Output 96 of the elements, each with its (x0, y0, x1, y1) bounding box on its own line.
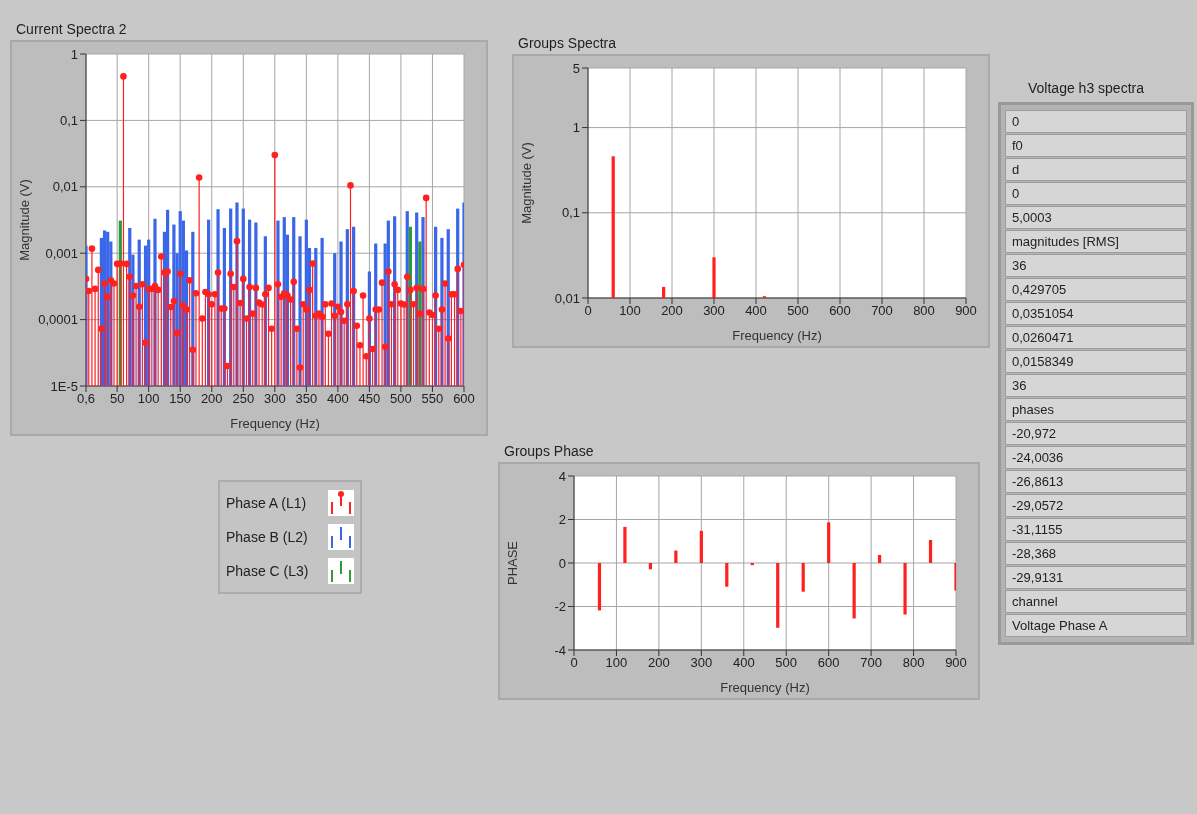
x-tick-label: 500 (390, 391, 412, 407)
x-tick-label: 800 (902, 655, 925, 671)
text: 0 (1005, 182, 1187, 205)
x-axis-title: Frequency (Hz) (732, 328, 822, 343)
x-tick-label: 250 (232, 391, 255, 407)
x-tick-label: 300 (690, 655, 713, 671)
y-tick-label: 0,1 (59, 113, 78, 129)
bar (648, 563, 652, 570)
x-tick-label: 450 (358, 391, 381, 407)
bar (725, 563, 729, 587)
text: d (1005, 158, 1187, 181)
x-tick-label: 700 (860, 655, 882, 671)
x-tick-label: 350 (295, 391, 318, 407)
x-tick-label: 200 (200, 391, 223, 407)
x-tick-label: 900 (955, 303, 977, 319)
x-tick-label: 500 (787, 303, 809, 319)
legend-label: Phase A (L1) (226, 495, 308, 511)
x-tick-label: 150 (169, 391, 192, 407)
x-tick-label: 50 (109, 391, 125, 407)
text: 36 (1005, 254, 1187, 277)
bar (623, 526, 627, 563)
y-tick-label: 5 (572, 60, 580, 76)
text: -20,972 (1005, 422, 1187, 445)
text: 36 (1005, 374, 1187, 397)
y-tick-label: 0,01 (554, 290, 580, 306)
text: channel (1005, 590, 1187, 613)
bar (928, 539, 933, 563)
y-tick-label: 1 (70, 46, 78, 62)
text: magnitudes [RMS] (1005, 230, 1187, 253)
bar (776, 563, 780, 628)
x-tick-label: 600 (817, 655, 840, 671)
x-tick-label: 200 (661, 303, 683, 319)
text: -31,1155 (1005, 518, 1187, 541)
text: 0,0260471 (1005, 326, 1187, 349)
y-tick-label: 0,1 (561, 205, 580, 221)
x-tick-label: 500 (775, 655, 798, 671)
y-tick-label: 2 (558, 512, 566, 528)
bar (801, 563, 805, 592)
text: -26,8613 (1005, 470, 1187, 493)
x-tick-label: 0 (584, 303, 592, 319)
text: f0 (1005, 134, 1187, 157)
legend-label: Phase C (L3) (226, 563, 310, 579)
bar (852, 563, 856, 619)
text: Voltage Phase A (1005, 614, 1187, 637)
bar (827, 522, 831, 563)
y-axis-title: Magnitude (V) (518, 142, 534, 224)
y-axis-title: PHASE (504, 540, 520, 586)
bar (903, 563, 907, 615)
text: -28,368 (1005, 542, 1187, 565)
y-tick-label: 0,01 (52, 179, 78, 195)
bar (674, 550, 678, 563)
y-tick-label: 0 (558, 555, 566, 571)
bar (954, 563, 956, 591)
x-tick-label: 100 (605, 655, 628, 671)
text: -29,9131 (1005, 566, 1187, 589)
x-axis-title: Frequency (Hz) (720, 680, 810, 695)
y-tick-label: 0,0001 (38, 312, 78, 328)
text: 0,429705 (1005, 278, 1187, 301)
x-tick-label: 200 (648, 655, 670, 671)
x-tick-label: 100 (619, 303, 641, 319)
x-tick-label: 100 (137, 391, 160, 407)
y-tick-label: 1E-5 (50, 378, 78, 394)
x-tick-label: 900 (945, 655, 967, 671)
x-tick-label: 600 (453, 391, 475, 407)
x-tick-label: 550 (421, 391, 444, 407)
chart-title: Current Spectra 2 (15, 20, 128, 39)
x-tick-label: 400 (327, 391, 349, 407)
y-tick-label: 4 (558, 468, 566, 484)
y-axis-title: Magnitude (V) (16, 179, 32, 261)
y-tick-label: 1 (572, 120, 580, 136)
bar (699, 530, 703, 563)
text: 5,0003 (1005, 206, 1187, 229)
text: 0,0351054 (1005, 302, 1187, 325)
chart-title: Groups Phase (503, 442, 595, 461)
text: -29,0572 (1005, 494, 1187, 517)
x-tick-label: 800 (913, 303, 935, 319)
x-tick-label: 400 (745, 303, 767, 319)
x-axis-title: Frequency (Hz) (230, 416, 320, 431)
x-tick-label: 300 (703, 303, 725, 319)
x-tick-label: 700 (871, 303, 893, 319)
y-tick-label: -2 (554, 599, 566, 615)
text: phases (1005, 398, 1187, 421)
x-tick-label: 0,6 (76, 391, 96, 407)
y-tick-label: -4 (554, 642, 566, 658)
x-tick-label: 600 (829, 303, 851, 319)
text: -24,0036 (1005, 446, 1187, 469)
chart-title: Groups Spectra (517, 34, 618, 53)
x-tick-label: 300 (263, 391, 286, 407)
bar (878, 554, 882, 563)
text: Voltage h3 spectra (1027, 80, 1145, 98)
y-tick-label: 0,001 (45, 245, 78, 261)
text: 0 (1005, 110, 1187, 133)
text: 0,0158349 (1005, 350, 1187, 373)
bar (597, 563, 602, 611)
legend-label: Phase B (L2) (226, 529, 309, 545)
x-tick-label: 400 (732, 655, 755, 671)
